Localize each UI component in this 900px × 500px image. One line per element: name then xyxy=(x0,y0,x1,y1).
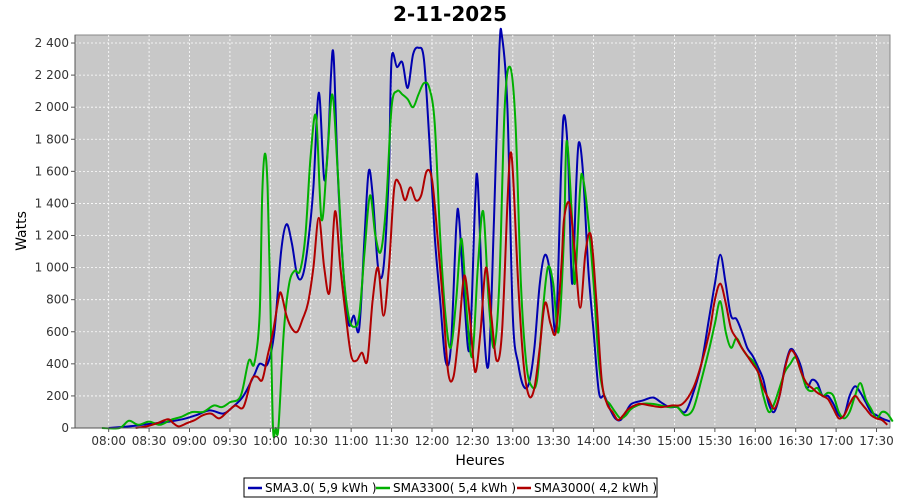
x-tick-label: 16:30 xyxy=(778,434,813,448)
x-tick-label: 15:00 xyxy=(657,434,692,448)
x-tick-label: 16:00 xyxy=(738,434,773,448)
series-line-2 xyxy=(135,151,888,429)
legend: SMA3.0( 5,9 kWh ) SMA3300( 5,4 kWh ) SMA30… xyxy=(243,477,658,498)
legend-entry-0: SMA3.0( 5,9 kWh ) xyxy=(265,481,377,495)
series-group xyxy=(101,27,894,439)
x-tick-label: 11:30 xyxy=(374,434,409,448)
x-tick-label: 09:30 xyxy=(213,434,248,448)
x-tick-label: 14:00 xyxy=(576,434,611,448)
x-tick-label: 12:00 xyxy=(415,434,450,448)
x-tick-labels: 08:00 08:30 09:00 09:30 10:00 10:30 11:00 11:30… xyxy=(91,434,893,448)
legend-entry-1: SMA3300( 5,4 kWh ) xyxy=(393,481,516,495)
y-tick-label: 1 600 xyxy=(35,164,69,178)
x-tick-label: 11:00 xyxy=(334,434,369,448)
x-tick-label: 09:00 xyxy=(172,434,207,448)
x-tick-label: 17:30 xyxy=(859,434,894,448)
y-tick-label: 400 xyxy=(46,357,69,371)
x-tick-label: 12:30 xyxy=(455,434,490,448)
x-tick-label: 13:30 xyxy=(536,434,571,448)
x-tick-label: 13:00 xyxy=(496,434,531,448)
y-axis-label: Watts xyxy=(14,211,30,251)
x-tick-label: 14:30 xyxy=(617,434,652,448)
y-tick-labels: 0 200 400 600 800 1 000 1 200 1 400 1 600 1 800 2 … xyxy=(35,36,69,435)
axes xyxy=(71,35,890,432)
legend-box xyxy=(243,477,658,498)
x-axis-label: Heures xyxy=(455,453,504,469)
y-tick-label: 200 xyxy=(46,389,69,403)
y-tick-label: 0 xyxy=(61,421,69,435)
x-tick-label: 08:30 xyxy=(132,434,167,448)
y-tick-label: 2 000 xyxy=(35,100,69,114)
y-tick-label: 2 200 xyxy=(35,68,69,82)
series-line-1 xyxy=(101,65,894,439)
chart-title: 2-11-2025 xyxy=(393,2,507,26)
legend-entry-2: SMA3000( 4,2 kWh ) xyxy=(534,481,657,495)
y-tick-label: 1 800 xyxy=(35,132,69,146)
x-tick-label: 10:00 xyxy=(253,434,288,448)
x-tick-label: 17:00 xyxy=(819,434,854,448)
y-tick-label: 800 xyxy=(46,293,69,307)
x-tick-label: 08:00 xyxy=(91,434,126,448)
plot-area xyxy=(74,34,891,429)
y-tick-label: 1 200 xyxy=(35,229,69,243)
x-tick-label: 15:30 xyxy=(698,434,733,448)
y-tick-label: 2 400 xyxy=(35,36,69,50)
series-line-0 xyxy=(108,27,891,429)
y-tick-label: 1 000 xyxy=(35,261,69,275)
y-tick-label: 1 400 xyxy=(35,196,69,210)
y-tick-label: 600 xyxy=(46,325,69,339)
x-tick-label: 10:30 xyxy=(293,434,328,448)
